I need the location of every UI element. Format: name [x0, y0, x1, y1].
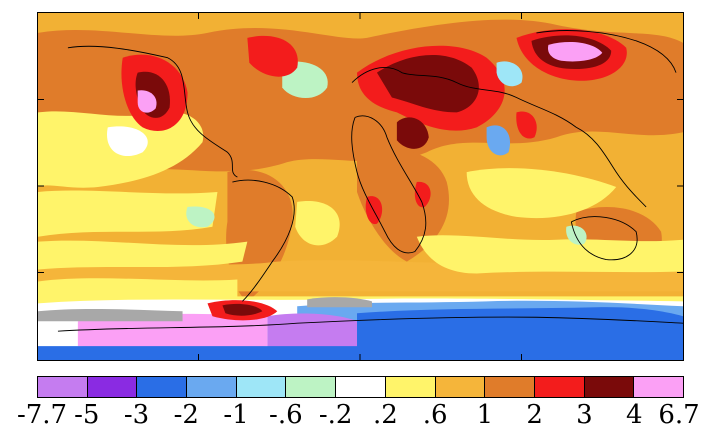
graticule-ticks — [38, 13, 683, 360]
colorbar-tick-label: 3 — [576, 400, 593, 430]
low-anomaly-regions — [38, 61, 683, 302]
map-canvas — [38, 13, 683, 360]
antarctic-regions — [38, 296, 683, 360]
colorbar-swatch — [187, 377, 237, 397]
colorbar — [37, 376, 684, 398]
colorbar-swatch — [236, 377, 287, 397]
colorbar-tick-label: -3 — [123, 400, 150, 430]
colorbar-swatch — [534, 377, 585, 397]
colorbar-tick-label: -2 — [173, 400, 199, 430]
colorbar-tick-label: -1 — [223, 400, 249, 430]
colorbar-tick-label: -7.7 — [16, 400, 68, 430]
colorbar-tick-label: .6 — [422, 400, 448, 430]
colorbar-swatch — [87, 377, 138, 397]
colorbar-swatch — [634, 377, 683, 397]
colorbar-labels: -7.7 -5 -3 -2 -1 -.6 -.2 .2 .6 1 2 3 4 6.7 — [17, 398, 700, 430]
colorbar-tick-label: .2 — [372, 400, 398, 430]
colorbar-tick-label: 2 — [526, 400, 543, 430]
colorbar-tick-label: -5 — [74, 400, 100, 430]
colorbar-tick-label: -.2 — [318, 400, 353, 430]
colorbar-swatch — [385, 377, 436, 397]
colorbar-swatch — [485, 377, 535, 397]
coastlines — [57, 30, 683, 332]
colorbar-tick-label: -.6 — [269, 400, 303, 430]
colorbar-swatch — [137, 377, 188, 397]
colorbar-swatch — [336, 377, 386, 397]
colorbar-swatch — [38, 377, 88, 397]
colorbar-swatch — [286, 377, 337, 397]
colorbar-swatch — [584, 377, 635, 397]
negative-anomaly-regions — [486, 61, 587, 245]
colorbar-tick-label: 1 — [476, 400, 494, 430]
colorbar-swatch — [435, 377, 486, 397]
colorbar-tick-label: 4 — [625, 400, 643, 430]
high-anomaly-regions — [121, 29, 627, 225]
colorbar-tick-label: 6.7 — [658, 400, 700, 430]
temperature-anomaly-map — [37, 12, 684, 361]
